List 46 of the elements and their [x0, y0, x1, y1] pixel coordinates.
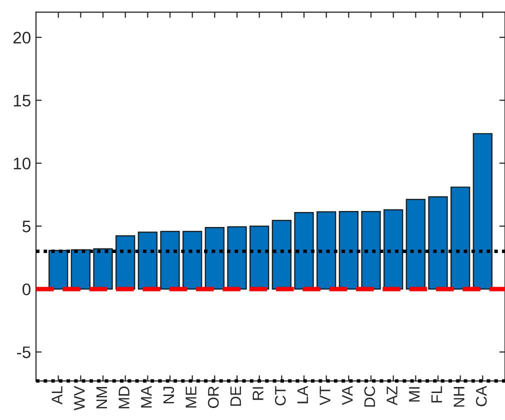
x-tick-label: ME: [186, 386, 196, 408]
y-tick-label: 0: [22, 283, 30, 296]
x-tick-label: AZ: [386, 386, 398, 406]
x-tick-label: NJ: [163, 386, 174, 404]
x-tick-label: NH: [454, 387, 464, 407]
x-tick-label: RI: [252, 387, 264, 400]
x-tick-label: MD: [118, 386, 130, 408]
y-tick-label: 15: [14, 94, 30, 106]
x-tick-label: VA: [342, 386, 353, 405]
x-tick-label: FL: [431, 386, 442, 402]
x-tick-label: CA: [476, 386, 487, 406]
bar: [361, 210, 381, 290]
x-tick-label: VT: [320, 386, 330, 406]
x-tick-label: WV: [74, 386, 85, 410]
x-tick-label: DC: [364, 386, 376, 407]
bar: [182, 230, 202, 290]
x-tick-label: AL: [52, 386, 62, 404]
bar: [48, 250, 68, 290]
bar: [384, 209, 404, 290]
x-tick-label: NM: [96, 387, 107, 408]
x-tick-label: CT: [274, 386, 286, 406]
bar: [227, 226, 247, 290]
bar: [160, 230, 180, 290]
bar: [93, 248, 113, 290]
bar: [250, 226, 270, 290]
bar: [116, 235, 136, 290]
x-tick-label: MI: [409, 387, 420, 402]
bar: [406, 198, 426, 290]
bar: [138, 232, 158, 290]
bar: [450, 186, 470, 290]
y-tick-label: 20: [13, 32, 30, 44]
bar: [70, 249, 90, 290]
bar: [294, 212, 314, 290]
y-tick-label: 10: [14, 158, 30, 170]
y-tick-label: -5: [17, 346, 30, 358]
bar: [428, 196, 448, 290]
bar: [272, 220, 292, 290]
bar: [338, 210, 358, 290]
x-tick-label: LA: [297, 386, 308, 404]
x-tick-label: MA: [141, 386, 152, 408]
y-tick-label: 5: [22, 220, 30, 232]
bar: [204, 226, 224, 290]
x-tick-label: OR: [208, 386, 219, 408]
bar: [316, 211, 336, 290]
bar: [472, 133, 492, 290]
x-tick-label: DE: [230, 386, 241, 406]
